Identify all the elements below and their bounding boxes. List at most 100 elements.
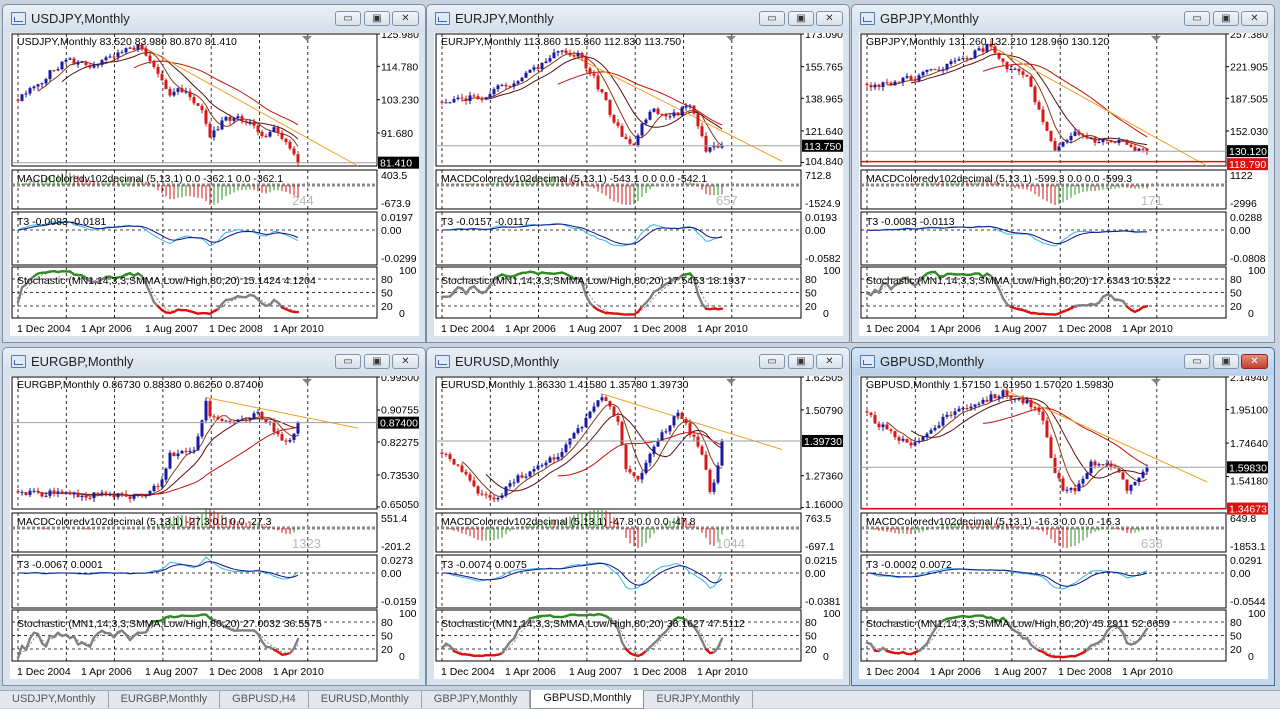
chart-canvas[interactable]: 1.598301.346732.149401.951001.746401.541… — [859, 376, 1268, 679]
restore-button[interactable]: ▣ — [364, 11, 390, 26]
candle — [665, 428, 668, 433]
chart-shift-marker-icon[interactable] — [726, 379, 736, 384]
restore-button[interactable]: ▣ — [1213, 354, 1239, 369]
minimize-button[interactable]: ▭ — [1184, 354, 1210, 369]
candle — [497, 84, 500, 92]
macd-label: MACDColoredv102decimal (5,13,1) -543.1 0… — [441, 173, 707, 185]
candle — [173, 88, 176, 97]
window-title-bar[interactable]: GBPJPY,Monthly▭▣✕ — [852, 5, 1274, 32]
chart-shift-marker-icon[interactable] — [302, 36, 312, 41]
chart-canvas[interactable]: 1.397301.625051.507901.273601.16000EURUS… — [434, 376, 843, 679]
minimize-button[interactable]: ▭ — [759, 354, 785, 369]
candle — [609, 401, 612, 410]
chart-canvas[interactable]: 130.120118.790257.380221.905187.505152.0… — [859, 33, 1268, 336]
stochastic-label: Stochastic (MN1,14,3,3,SMMA,Low/High,80,… — [866, 275, 1171, 287]
stochastic-axis-label: 80 — [381, 617, 393, 629]
candle — [297, 151, 300, 166]
chart-shift-marker-icon[interactable] — [726, 36, 736, 41]
minimize-button[interactable]: ▭ — [335, 354, 361, 369]
candle — [265, 134, 268, 138]
chart-tab[interactable]: EURUSD,Monthly — [309, 691, 422, 708]
window-title-bar[interactable]: EURJPY,Monthly▭▣✕ — [427, 5, 849, 32]
chart-shift-marker-icon[interactable] — [1151, 36, 1161, 41]
candle — [1034, 406, 1037, 412]
chart-canvas[interactable]: 0.874000.995000.907550.822750.735300.650… — [10, 376, 419, 679]
candle — [906, 73, 909, 79]
macd-axis-label: 763.5 — [805, 513, 831, 525]
minimize-button[interactable]: ▭ — [335, 11, 361, 26]
window-title-bar[interactable]: USDJPY,Monthly▭▣✕ — [3, 5, 425, 32]
chart-tab[interactable]: GBPJPY,Monthly — [422, 691, 531, 708]
price-panel — [12, 377, 377, 509]
candle — [537, 464, 540, 471]
chart-shift-marker-icon[interactable] — [302, 379, 312, 384]
candle — [525, 473, 528, 479]
candle — [169, 450, 172, 469]
chart-tab[interactable]: USDJPY,Monthly — [0, 691, 109, 708]
date-axis-label: 1 Apr 2006 — [81, 666, 132, 678]
price-axis-label: 1.54180 — [1230, 475, 1268, 487]
candle — [25, 90, 28, 97]
close-button[interactable]: ✕ — [1241, 354, 1268, 369]
candle — [1022, 395, 1025, 405]
chart-tab[interactable]: GBPUSD,H4 — [220, 691, 309, 708]
candle — [469, 92, 472, 104]
candle — [293, 146, 296, 156]
restore-button[interactable]: ▣ — [364, 354, 390, 369]
price-axis-label: 257.380 — [1230, 33, 1268, 41]
stochastic-axis-label: 100 — [399, 608, 417, 620]
ma-fast-line — [887, 396, 1147, 487]
window-title-bar[interactable]: EURUSD,Monthly▭▣✕ — [427, 348, 849, 375]
candle — [473, 93, 476, 97]
window-title-bar[interactable]: GBPUSD,Monthly▭▣✕ — [852, 348, 1274, 375]
close-button[interactable]: ✕ — [816, 354, 843, 369]
close-button[interactable]: ✕ — [1241, 11, 1268, 26]
candle — [721, 439, 724, 466]
candle — [165, 467, 168, 482]
candle — [549, 55, 552, 63]
minimize-button[interactable]: ▭ — [759, 11, 785, 26]
close-button[interactable]: ✕ — [392, 11, 419, 26]
t3-axis-label: 0.00 — [381, 568, 402, 580]
restore-button[interactable]: ▣ — [788, 354, 814, 369]
stochastic-axis-label: 100 — [399, 265, 417, 277]
stochastic-line-segment — [74, 636, 78, 644]
chart-canvas[interactable]: 113.750173.090155.765138.965121.640104.8… — [434, 33, 843, 336]
candle — [269, 421, 272, 426]
date-axis-label: 1 Dec 2008 — [1058, 323, 1112, 335]
candle — [177, 450, 180, 460]
chart-tab[interactable]: EURGBP,Monthly — [109, 691, 221, 708]
candle — [1082, 476, 1085, 486]
candle — [709, 468, 712, 494]
restore-button[interactable]: ▣ — [1213, 11, 1239, 26]
ohlc-label: USDJPY,Monthly 83.520 83.980 80.870 81.4… — [17, 36, 237, 48]
chart-tab[interactable]: GBPUSD,Monthly — [530, 690, 644, 709]
candle — [1034, 85, 1037, 105]
candle — [509, 480, 512, 489]
macd-value-watermark: 171 — [1141, 193, 1163, 208]
chart-canvas[interactable]: 81.410125.980114.780103.23091.680USDJPY,… — [10, 33, 419, 336]
close-button[interactable]: ✕ — [816, 11, 843, 26]
ma-mid-line — [486, 414, 722, 491]
window-title-bar[interactable]: EURGBP,Monthly ▭▣✕ — [3, 348, 425, 375]
chart-shift-marker-icon[interactable] — [1151, 379, 1161, 384]
window-title: EURGBP,Monthly — [31, 354, 133, 369]
chart-tab[interactable]: EURJPY,Monthly — [644, 691, 753, 708]
restore-button[interactable]: ▣ — [788, 11, 814, 26]
close-button[interactable]: ✕ — [392, 354, 419, 369]
candle — [65, 492, 68, 495]
date-axis-label: 1 Apr 2006 — [930, 666, 981, 678]
minimize-button[interactable]: ▭ — [1184, 11, 1210, 26]
